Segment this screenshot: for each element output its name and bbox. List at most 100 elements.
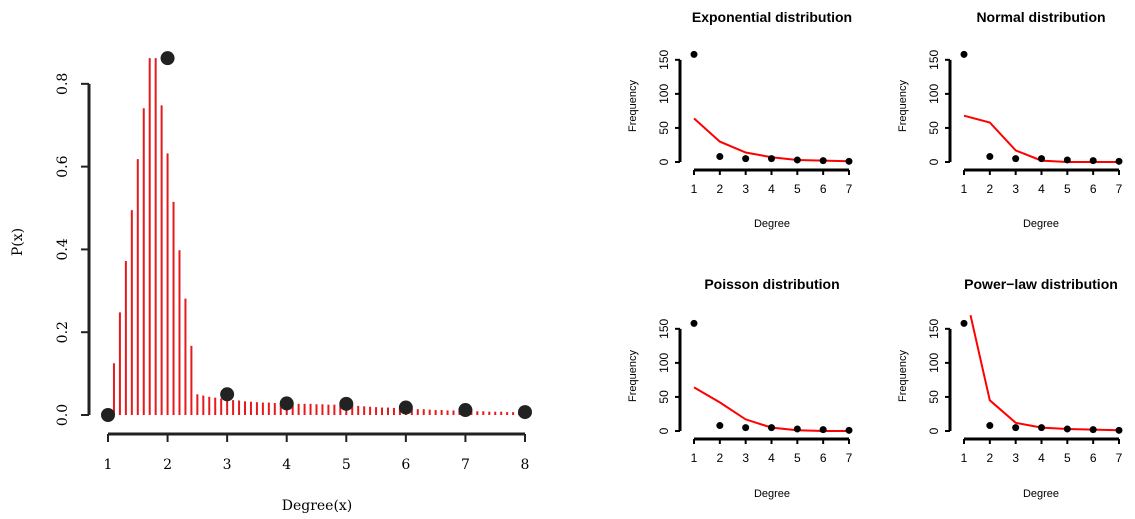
data-point <box>1012 424 1020 432</box>
main-y-tick-label: 0.0 <box>55 404 71 426</box>
main-x-tick-label: 5 <box>342 457 351 473</box>
main-x-tick-label: 6 <box>401 457 410 473</box>
poisson-y-axis-label: Frequency <box>627 350 639 402</box>
y-tick-label: 0 <box>657 427 671 434</box>
exponential-y-axis-label: Frequency <box>627 80 639 132</box>
y-tick-label: 100 <box>927 84 941 104</box>
y-tick-label: 50 <box>657 121 671 135</box>
data-point <box>1012 155 1020 163</box>
x-tick-label: 3 <box>742 182 749 196</box>
data-point <box>1038 155 1045 163</box>
normal-title: Normal distribution <box>976 9 1105 25</box>
x-tick-label: 5 <box>1064 182 1071 196</box>
y-tick-label: 100 <box>657 84 671 104</box>
power-law-panel: Power−law distribution Degree Frequency … <box>897 276 1123 500</box>
x-tick-label: 1 <box>691 182 698 196</box>
y-tick-label: 150 <box>657 318 671 338</box>
data-point <box>716 153 724 161</box>
x-tick-label: 4 <box>1038 451 1045 465</box>
main-x-tick-label: 8 <box>521 457 530 473</box>
y-tick-label: 150 <box>927 318 941 338</box>
power-law-y-axis-label: Frequency <box>897 350 909 402</box>
x-tick-label: 5 <box>1064 451 1071 465</box>
main-y-tick-label: 0.8 <box>55 73 71 95</box>
data-point <box>845 157 853 165</box>
normal-y-axis-label: Frequency <box>897 80 909 132</box>
data-point <box>279 396 294 411</box>
x-tick-label: 6 <box>1090 182 1097 196</box>
data-point <box>518 405 532 420</box>
poisson-title: Poisson distribution <box>704 276 839 292</box>
main-density-panel: Degree(x) P(x) 1 2 3 4 5 6 7 8 0.0 0.2 0.4 0.6 0.8 <box>10 51 532 514</box>
main-x-tick-label: 7 <box>461 457 470 473</box>
x-tick-label: 6 <box>820 451 827 465</box>
x-tick-label: 2 <box>716 451 723 465</box>
data-point <box>742 155 750 163</box>
y-tick-label: 150 <box>657 49 671 69</box>
x-tick-label: 4 <box>1038 182 1045 196</box>
data-point <box>819 426 827 434</box>
x-tick-label: 2 <box>716 182 723 196</box>
data-point <box>1038 424 1045 432</box>
y-tick-label: 0 <box>657 158 671 165</box>
main-x-axis-label: Degree(x) <box>282 498 353 514</box>
poisson-x-axis-label: Degree <box>754 488 790 500</box>
poisson-panel: Poisson distribution Degree Frequency 1 2… <box>627 276 853 500</box>
data-point <box>1089 157 1097 165</box>
data-point <box>339 396 354 411</box>
data-point <box>1063 156 1071 164</box>
y-tick-label: 50 <box>657 390 671 404</box>
data-point <box>1063 425 1071 433</box>
data-point <box>220 387 235 402</box>
x-tick-label: 7 <box>846 451 853 465</box>
x-tick-label: 2 <box>986 451 993 465</box>
y-tick-label: 0 <box>927 158 941 165</box>
data-point <box>960 50 968 58</box>
x-tick-label: 6 <box>820 182 827 196</box>
normal-panel: Normal distribution Degree Frequency 1 2 3… <box>897 9 1123 230</box>
main-y-tick-label: 0.6 <box>55 155 71 177</box>
data-point <box>768 424 775 432</box>
exponential-title: Exponential distribution <box>692 9 852 25</box>
data-point <box>793 425 801 433</box>
data-point <box>458 403 473 418</box>
x-tick-label: 6 <box>1090 451 1097 465</box>
data-point <box>768 155 775 163</box>
y-tick-label: 100 <box>657 353 671 373</box>
main-x-tick-label: 2 <box>163 457 172 473</box>
exponential-panel: Exponential distribution Degree Frequenc… <box>627 9 853 230</box>
power-law-x-axis-label: Degree <box>1023 488 1059 500</box>
y-tick-label: 0 <box>927 427 941 434</box>
data-point <box>742 424 750 432</box>
data-point <box>1089 426 1097 434</box>
main-y-tick-label: 0.2 <box>55 321 71 343</box>
y-tick-label: 50 <box>927 121 941 135</box>
data-point <box>845 426 853 434</box>
main-y-axis-label: P(x) <box>10 228 26 256</box>
main-x-tick-label: 3 <box>223 457 232 473</box>
y-tick-label: 50 <box>927 390 941 404</box>
x-tick-label: 1 <box>961 182 968 196</box>
y-tick-label: 150 <box>927 49 941 69</box>
normal-x-axis-label: Degree <box>1023 218 1059 230</box>
y-tick-label: 100 <box>927 353 941 373</box>
x-tick-label: 3 <box>1012 451 1019 465</box>
x-tick-label: 3 <box>742 451 749 465</box>
x-tick-label: 7 <box>1116 451 1123 465</box>
data-point <box>101 408 115 422</box>
x-tick-label: 4 <box>768 451 775 465</box>
main-x-tick-label: 4 <box>282 457 291 473</box>
fit-line <box>969 314 1120 432</box>
x-tick-label: 2 <box>986 182 993 196</box>
data-point <box>398 400 413 415</box>
exponential-x-axis-label: Degree <box>754 218 790 230</box>
x-tick-label: 7 <box>846 182 853 196</box>
x-tick-label: 7 <box>1116 182 1123 196</box>
data-point <box>986 422 994 430</box>
x-tick-label: 1 <box>961 451 968 465</box>
data-point <box>793 156 801 164</box>
main-x-tick-label: 1 <box>104 457 113 473</box>
x-tick-label: 1 <box>691 451 698 465</box>
x-tick-label: 5 <box>794 451 801 465</box>
